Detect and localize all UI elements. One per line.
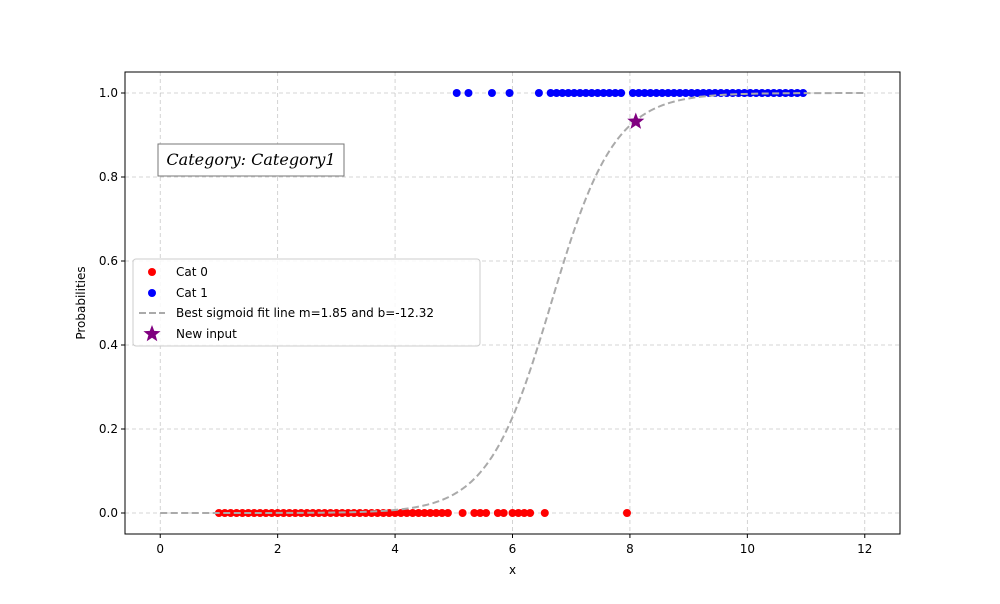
x-tick-label: 0 xyxy=(156,542,164,556)
y-tick-label: 0.8 xyxy=(99,170,118,184)
annotation-text: Category: Category1 xyxy=(166,150,335,169)
point-series-1 xyxy=(646,89,655,97)
point-series-1 xyxy=(658,89,667,97)
y-tick-label: 0.4 xyxy=(99,338,118,352)
point-series-1 xyxy=(593,89,602,97)
point-series-1 xyxy=(634,89,643,97)
point-series-0 xyxy=(396,509,405,517)
legend-label-new-input: New input xyxy=(176,327,237,341)
point-series-1 xyxy=(693,89,702,97)
point-series-0 xyxy=(520,509,529,517)
annotation-frame xyxy=(157,143,345,177)
point-series-0 xyxy=(291,509,300,517)
point-series-0 xyxy=(438,509,447,517)
point-series-1 xyxy=(546,89,555,97)
point-series-1 xyxy=(799,89,808,97)
point-series-0 xyxy=(540,509,549,517)
point-series-0 xyxy=(426,509,435,517)
point-series-1 xyxy=(775,89,784,97)
point-series-0 xyxy=(476,509,485,517)
point-series-0 xyxy=(250,509,259,517)
axis-ticks: 0 2 4 6 8 10 12 0.0 0.2 0.4 0.6 0.8 1.0 xyxy=(99,86,873,556)
sigmoid-fit-line xyxy=(160,92,865,514)
point-series-0 xyxy=(432,509,441,517)
point-series-1 xyxy=(552,89,561,97)
point-series-1 xyxy=(746,89,755,97)
point-series-1 xyxy=(558,89,567,97)
new-input-star xyxy=(627,112,645,129)
x-tick-label: 8 xyxy=(626,542,634,556)
point-series-1 xyxy=(581,89,590,97)
point-series-1 xyxy=(664,89,673,97)
point-series-1 xyxy=(487,89,496,97)
point-series-0 xyxy=(226,509,235,517)
x-tick-label: 4 xyxy=(391,542,399,556)
legend-label-cat0: Cat 0 xyxy=(176,265,208,279)
point-series-0 xyxy=(414,509,423,517)
point-series-1 xyxy=(669,89,678,97)
point-series-1 xyxy=(787,89,796,97)
point-series-1 xyxy=(652,89,661,97)
x-tick-label: 6 xyxy=(509,542,517,556)
point-series-0 xyxy=(493,509,502,517)
legend-label-cat1: Cat 1 xyxy=(176,286,208,300)
legend-frame xyxy=(132,258,481,347)
point-series-1 xyxy=(505,89,514,97)
point-series-0 xyxy=(499,509,508,517)
x-tick-label: 12 xyxy=(857,542,872,556)
point-series-1 xyxy=(576,89,585,97)
legend-label-sigmoid: Best sigmoid fit line m=1.85 and b=-12.3… xyxy=(176,306,434,320)
point-series-1 xyxy=(534,89,543,97)
point-series-1 xyxy=(628,89,637,97)
point-series-1 xyxy=(675,89,684,97)
plot-data xyxy=(160,89,865,517)
point-series-1 xyxy=(687,89,696,97)
point-series-0 xyxy=(526,509,535,517)
point-series-0 xyxy=(443,509,452,517)
point-series-1 xyxy=(570,89,579,97)
point-series-0 xyxy=(482,509,491,517)
point-series-0 xyxy=(514,509,523,517)
point-series-0 xyxy=(238,509,247,517)
y-axis-label: Probabilities xyxy=(74,266,88,339)
legend-marker-cat1 xyxy=(148,289,156,297)
point-series-1 xyxy=(599,89,608,97)
point-series-0 xyxy=(303,509,312,517)
point-series-0 xyxy=(279,509,288,517)
point-series-0 xyxy=(344,509,353,517)
point-series-0 xyxy=(508,509,517,517)
point-series-0 xyxy=(458,509,467,517)
point-series-1 xyxy=(681,89,690,97)
point-series-1 xyxy=(611,89,620,97)
point-series-0 xyxy=(408,509,417,517)
point-series-1 xyxy=(464,89,473,97)
legend-marker-cat0 xyxy=(148,268,156,276)
legend: Cat 0 Cat 1 Best sigmoid fit line m=1.85… xyxy=(132,258,481,347)
point-series-1 xyxy=(587,89,596,97)
x-axis-label: x xyxy=(509,563,516,577)
point-series-0 xyxy=(622,509,631,517)
point-series-1 xyxy=(699,89,708,97)
point-series-1 xyxy=(640,89,649,97)
point-series-0 xyxy=(420,509,429,517)
point-series-0 xyxy=(402,509,411,517)
y-tick-label: 0.6 xyxy=(99,254,118,268)
point-series-1 xyxy=(564,89,573,97)
y-tick-label: 1.0 xyxy=(99,86,118,100)
point-series-1 xyxy=(617,89,626,97)
x-tick-label: 2 xyxy=(274,542,282,556)
y-tick-label: 0.0 xyxy=(99,506,118,520)
point-series-0 xyxy=(470,509,479,517)
legend-marker-new-input xyxy=(143,325,161,342)
x-tick-label: 10 xyxy=(740,542,755,556)
point-series-1 xyxy=(605,89,614,97)
point-series-1 xyxy=(452,89,461,97)
point-series-0 xyxy=(332,509,341,517)
y-tick-label: 0.2 xyxy=(99,422,118,436)
annotation-box: Category: Category1 xyxy=(157,143,345,177)
